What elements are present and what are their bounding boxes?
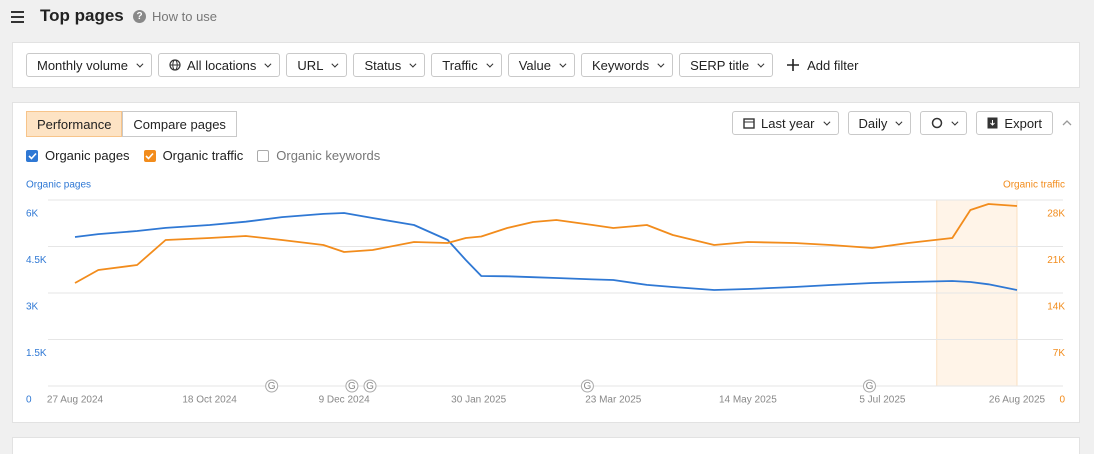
checkbox[interactable] [143,149,156,162]
annotation-label: G [584,381,592,392]
filter-button[interactable]: SERP title [679,53,774,77]
toggle-label[interactable]: Organic keywords [276,148,381,163]
annotation-label: G [268,381,276,392]
y-tick-label: 3K [26,302,39,313]
filter-label[interactable]: Keywords [592,57,650,73]
x-tick-label: 5 Jul 2025 [859,395,906,406]
x-tick-label: 18 Oct 2024 [182,395,237,406]
y2-tick-label: 14K [1047,302,1065,313]
filter-button[interactable]: URL [286,53,348,77]
filter-label[interactable]: Traffic [442,57,478,73]
chart-panel [12,102,1080,423]
globe-icon [169,59,181,71]
filter-label[interactable]: SERP title [690,57,750,73]
x-tick-label: 26 Aug 2025 [989,395,1046,406]
tab[interactable]: Compare pages [122,111,237,137]
annotation-marker [363,379,377,393]
plus-icon [787,59,800,71]
chart-controls: Last year Daily Export [732,111,1072,135]
x-tick-label: 14 May 2025 [719,395,777,406]
help-text[interactable]: How to use [152,9,218,24]
annotation-marker [345,379,359,393]
filter-label[interactable]: URL [297,57,324,73]
y-tick-label: 6K [26,209,39,220]
help-link[interactable]: ? How to use [133,9,217,24]
filter-bar: Monthly volume All locations URL Status Traf… [26,53,858,77]
x-tick-label: 30 Jan 2025 [451,395,506,406]
export-label[interactable]: Export [1004,115,1042,131]
annotation-label: G [348,381,356,392]
filter-button[interactable]: Traffic [431,53,502,77]
table-panel [12,437,1080,454]
filter-label[interactable]: Value [518,57,551,73]
series-toggles: Organic pages Organic traffic Organic keyw… [26,148,380,163]
filter-button[interactable]: Value [507,53,575,77]
y2-tick-label: 21K [1047,255,1065,266]
filter-label[interactable]: Status [364,57,402,73]
annotation-marker [862,379,876,393]
series-toggle[interactable]: Organic pages [26,148,130,163]
series-line [74,203,1018,284]
collapse-icon[interactable] [1062,119,1072,127]
y2-tick-label: 0 [1059,395,1065,406]
filter-button[interactable]: Monthly volume [26,53,153,77]
add-filter[interactable]: Add filter [787,58,858,73]
series-toggle[interactable]: Organic traffic [143,148,244,163]
y2-tick-label: 7K [1053,348,1066,359]
export-button[interactable]: Export [976,111,1053,135]
period-select[interactable]: Last year [732,111,839,135]
interval-select[interactable]: Daily [847,111,912,135]
y2-axis-title: Organic traffic [1003,180,1065,191]
filter-button[interactable]: Status [353,53,426,77]
page-title: Top pages [40,6,124,25]
y-tick-label: 1.5K [26,348,47,359]
series-line [74,212,1018,291]
annotation-label: G [366,381,374,392]
checkbox[interactable] [257,149,270,162]
filter-label[interactable]: Monthly volume [37,57,129,73]
annotation-marker [265,379,279,393]
series-toggle[interactable]: Organic keywords [257,148,380,163]
menu-icon[interactable] [11,11,25,23]
add-filter-label[interactable]: Add filter [807,57,859,73]
x-tick-label: 27 Aug 2024 [47,395,104,406]
annotation-select[interactable] [920,111,968,135]
y2-tick-label: 28K [1047,209,1065,220]
filter-button[interactable]: Keywords [581,53,674,77]
toggle-label[interactable]: Organic pages [45,148,130,163]
y-tick-label: 4.5K [26,255,47,266]
y-axis-title: Organic pages [26,180,91,191]
tabs: Performance Compare pages [26,111,237,137]
y-tick-label: 0 [26,395,32,406]
annotation-marker [580,379,594,393]
tab[interactable]: Performance [26,111,123,137]
annotation-label: G [866,381,874,392]
interval-label[interactable]: Daily [858,115,888,131]
filter-button[interactable]: All locations [158,53,281,77]
toggle-label[interactable]: Organic traffic [162,148,244,163]
filter-label[interactable]: All locations [187,57,257,73]
checkbox[interactable] [26,149,38,162]
x-tick-label: 9 Dec 2024 [319,395,371,406]
x-tick-label: 23 Mar 2025 [585,395,642,406]
period-label[interactable]: Last year [761,115,815,131]
